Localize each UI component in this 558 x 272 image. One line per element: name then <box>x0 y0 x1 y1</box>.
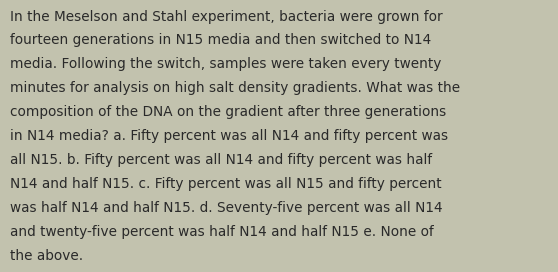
Text: all N15. b. Fifty percent was all N14 and fifty percent was half: all N15. b. Fifty percent was all N14 an… <box>10 153 432 167</box>
Text: fourteen generations in N15 media and then switched to N14: fourteen generations in N15 media and th… <box>10 33 431 47</box>
Text: composition of the DNA on the gradient after three generations: composition of the DNA on the gradient a… <box>10 105 446 119</box>
Text: N14 and half N15. c. Fifty percent was all N15 and fifty percent: N14 and half N15. c. Fifty percent was a… <box>10 177 442 191</box>
Text: and twenty-five percent was half N14 and half N15 e. None of: and twenty-five percent was half N14 and… <box>10 225 434 239</box>
Text: minutes for analysis on high salt density gradients. What was the: minutes for analysis on high salt densit… <box>10 81 460 95</box>
Text: was half N14 and half N15. d. Seventy-five percent was all N14: was half N14 and half N15. d. Seventy-fi… <box>10 201 442 215</box>
Text: the above.: the above. <box>10 249 83 263</box>
Text: media. Following the switch, samples were taken every twenty: media. Following the switch, samples wer… <box>10 57 441 71</box>
Text: in N14 media? a. Fifty percent was all N14 and fifty percent was: in N14 media? a. Fifty percent was all N… <box>10 129 448 143</box>
Text: In the Meselson and Stahl experiment, bacteria were grown for: In the Meselson and Stahl experiment, ba… <box>10 10 442 23</box>
